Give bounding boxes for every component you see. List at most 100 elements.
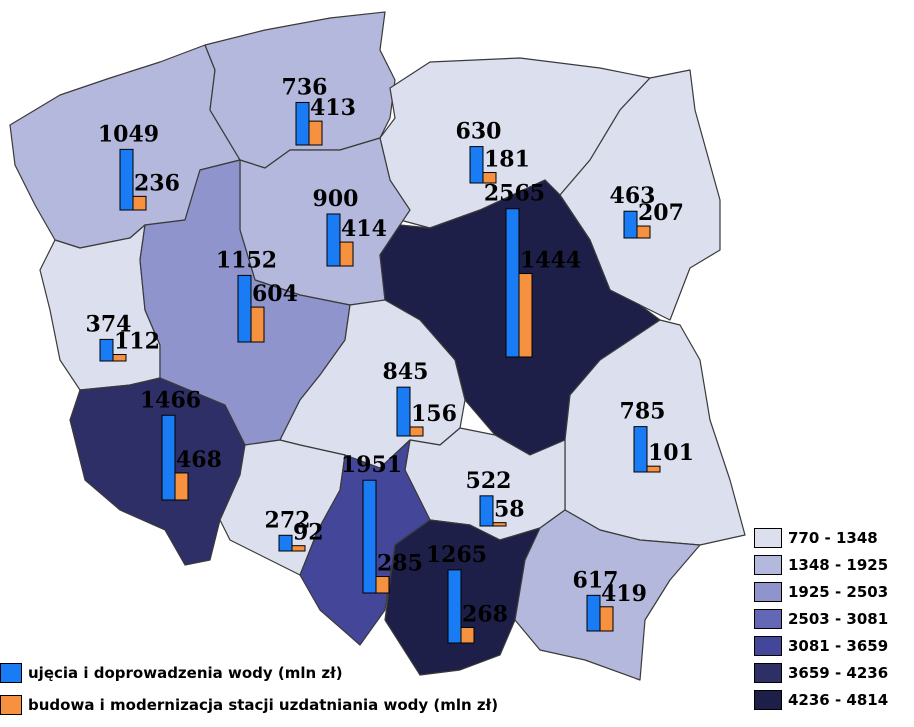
- label-a-opolskie: 272: [265, 507, 311, 533]
- label-b-lodzkie: 156: [411, 401, 457, 427]
- bar-b-podlaskie: [636, 225, 651, 239]
- legend-item-series-a: ujęcia i doprowadzenia wody (mln zł): [0, 661, 498, 685]
- class-legend-label: 3081 - 3659: [788, 637, 889, 655]
- bar-b-lodzkie: [409, 426, 424, 437]
- class-legend-item: 3081 - 3659: [754, 635, 888, 657]
- class-legend-label: 770 - 1348: [788, 529, 878, 547]
- bar-a-podkarpackie: [586, 594, 601, 632]
- label-a-swietokrzyskie: 522: [466, 468, 512, 494]
- class-legend-item: 3659 - 4236: [754, 662, 888, 684]
- label-b-mazowieckie: 1444: [520, 248, 581, 274]
- label-b-lubelskie: 101: [648, 440, 694, 466]
- bar-a-swietokrzyskie: [479, 495, 494, 527]
- label-a-slaskie: 1951: [341, 452, 402, 478]
- label-a-podlaskie: 463: [610, 183, 656, 209]
- bar-b-wielkopolskie: [250, 306, 265, 343]
- regions-layer: [9, 11, 746, 681]
- class-legend-swatch: [754, 663, 782, 683]
- bar-a-podlaskie: [623, 210, 638, 239]
- class-legend-label: 1925 - 2503: [788, 583, 889, 601]
- label-b-slaskie: 285: [377, 551, 423, 577]
- label-b-pomorskie: 413: [310, 95, 356, 121]
- bar-b-zachodniopomorskie: [132, 195, 147, 211]
- label-a-warminsko-mazurskie: 630: [456, 119, 502, 145]
- bar-a-wielkopolskie: [237, 274, 252, 343]
- class-legend-item: 1925 - 2503: [754, 581, 888, 603]
- label-a-lubuskie: 374: [86, 311, 132, 337]
- class-legend-swatch: [754, 528, 782, 548]
- bar-a-opolskie: [278, 534, 293, 552]
- class-legend-item: 1348 - 1925: [754, 554, 888, 576]
- bar-a-lodzkie: [396, 386, 411, 437]
- label-a-kujawsko-pomorskie: 900: [313, 186, 359, 212]
- bar-a-dolnoslaskie: [161, 414, 176, 501]
- label-a-lodzkie: 845: [383, 359, 429, 385]
- label-a-podkarpackie: 617: [573, 567, 619, 593]
- bar-b-lubelskie: [646, 465, 661, 473]
- label-a-mazowieckie: 2565: [484, 181, 545, 207]
- region-podlaskie: [559, 69, 721, 321]
- label-b-opolskie: 92: [293, 520, 324, 546]
- bar-b-lubuskie: [112, 354, 127, 362]
- label-b-swietokrzyskie: 58: [494, 497, 525, 523]
- label-b-warminsko-mazurskie: 181: [484, 147, 530, 173]
- bar-a-mazowieckie: [505, 208, 520, 358]
- bar-b-warminsko-mazurskie: [482, 172, 497, 184]
- label-b-dolnoslaskie: 468: [176, 447, 222, 473]
- class-legend-swatch: [754, 690, 782, 710]
- label-b-kujawsko-pomorskie: 414: [341, 216, 387, 242]
- bar-b-malopolskie: [460, 627, 475, 644]
- legend-item-series-b: budowa i modernizacja stacji uzdatniania…: [0, 693, 498, 717]
- label-b-wielkopolskie: 604: [252, 281, 298, 307]
- class-legend-swatch: [754, 636, 782, 656]
- bar-b-pomorskie: [308, 120, 323, 146]
- label-a-pomorskie: 736: [282, 74, 328, 100]
- region-malopolskie: [384, 519, 541, 676]
- label-b-podkarpackie: 419: [601, 581, 647, 607]
- class-legend-label: 2503 - 3081: [788, 610, 889, 628]
- label-a-zachodniopomorskie: 1049: [98, 121, 159, 147]
- region-podkarpackie: [514, 509, 701, 681]
- legend-swatch-series-b: [0, 695, 22, 715]
- bar-a-warminsko-mazurskie: [469, 146, 484, 184]
- bar-a-malopolskie: [447, 569, 462, 644]
- legend-label-series-b: budowa i modernizacja stacji uzdatniania…: [28, 696, 499, 714]
- bar-b-dolnoslaskie: [174, 472, 189, 501]
- bar-b-opolskie: [291, 545, 306, 552]
- bar-b-mazowieckie: [518, 273, 533, 358]
- class-legend-label: 4236 - 4814: [788, 691, 889, 709]
- bar-b-slaskie: [375, 576, 390, 594]
- class-legend-swatch: [754, 582, 782, 602]
- bar-a-pomorskie: [295, 101, 310, 146]
- label-a-wielkopolskie: 1152: [216, 247, 277, 273]
- class-legend-swatch: [754, 609, 782, 629]
- class-legend-label: 3659 - 4236: [788, 664, 889, 682]
- bar-b-kujawsko-pomorskie: [339, 241, 354, 267]
- class-legend: 770 - 1348 1348 - 1925 1925 - 2503 2503 - 3…: [754, 527, 888, 716]
- bar-a-kujawsko-pomorskie: [326, 213, 341, 267]
- label-a-lubelskie: 785: [620, 399, 666, 425]
- series-legend: ujęcia i doprowadzenia wody (mln zł) bud…: [0, 661, 498, 717]
- label-b-malopolskie: 268: [462, 602, 508, 628]
- bar-b-podkarpackie: [599, 606, 614, 632]
- bar-a-slaskie: [362, 479, 377, 594]
- class-legend-item: 4236 - 4814: [754, 689, 888, 711]
- legend-label-series-a: ujęcia i doprowadzenia wody (mln zł): [28, 664, 343, 682]
- label-b-lubuskie: 112: [114, 329, 160, 355]
- bar-a-lubuskie: [99, 338, 114, 362]
- label-a-malopolskie: 1265: [426, 542, 487, 568]
- class-legend-label: 1348 - 1925: [788, 556, 889, 574]
- label-b-podlaskie: 207: [638, 200, 684, 226]
- bar-a-lubelskie: [633, 426, 648, 473]
- legend-swatch-series-a: [0, 663, 22, 683]
- class-legend-swatch: [754, 555, 782, 575]
- class-legend-item: 2503 - 3081: [754, 608, 888, 630]
- bar-b-swietokrzyskie: [492, 522, 507, 527]
- bar-a-zachodniopomorskie: [119, 148, 134, 211]
- class-legend-item: 770 - 1348: [754, 527, 888, 549]
- region-dolnoslaskie: [69, 377, 246, 566]
- label-b-zachodniopomorskie: 236: [134, 170, 180, 196]
- label-a-dolnoslaskie: 1466: [140, 387, 201, 413]
